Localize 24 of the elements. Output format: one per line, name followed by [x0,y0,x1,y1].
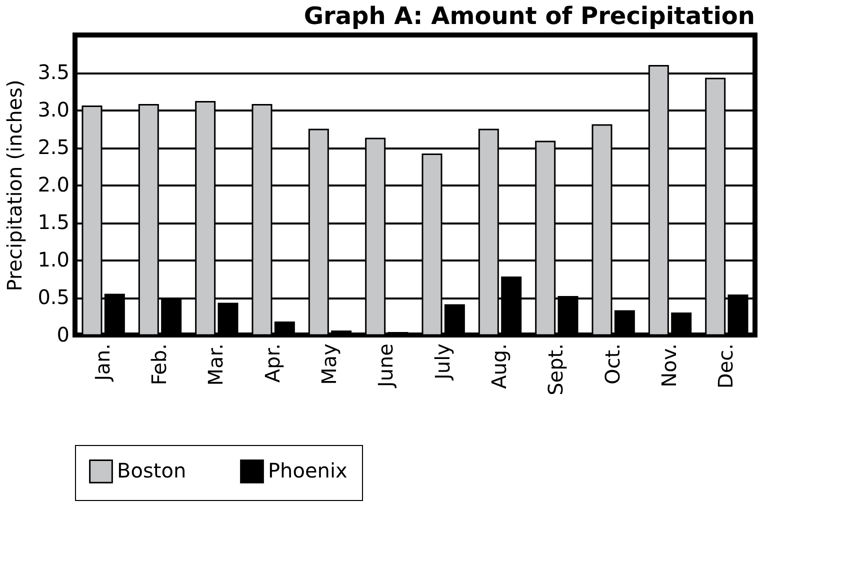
x-tick-label: July [430,343,454,382]
x-tick-label: Oct. [600,344,624,384]
x-tick-label: Dec. [714,344,738,389]
x-tick-label: Mar. [204,344,228,386]
y-tick-label: 2.5 [38,135,70,159]
y-tick-label: 1.0 [38,248,70,272]
x-tick-label: Feb. [147,344,171,386]
x-tick-label: Nov. [657,344,681,388]
y-tick-label: 0.5 [38,285,70,309]
x-tick-label: Apr. [260,344,284,383]
x-tick-label: Jan. [90,344,114,383]
legend-label: Phoenix [268,458,348,482]
x-tick-label: Aug. [487,344,511,389]
y-tick-label: 3.0 [38,98,70,122]
chart-title: Graph A: Amount of Precipitation [304,2,755,30]
y-tick-label: 1.5 [38,210,70,234]
x-tick-label: May [317,343,341,385]
y-axis-title: Precipitation (inches) [2,80,27,292]
y-tick-label: 0 [56,322,70,346]
x-tick-label: Sept. [544,344,568,396]
legend-label: Boston [117,458,186,482]
x-tick-label: June [374,344,398,390]
y-tick-label: 3.5 [38,60,70,84]
y-tick-label: 2.0 [38,172,70,196]
